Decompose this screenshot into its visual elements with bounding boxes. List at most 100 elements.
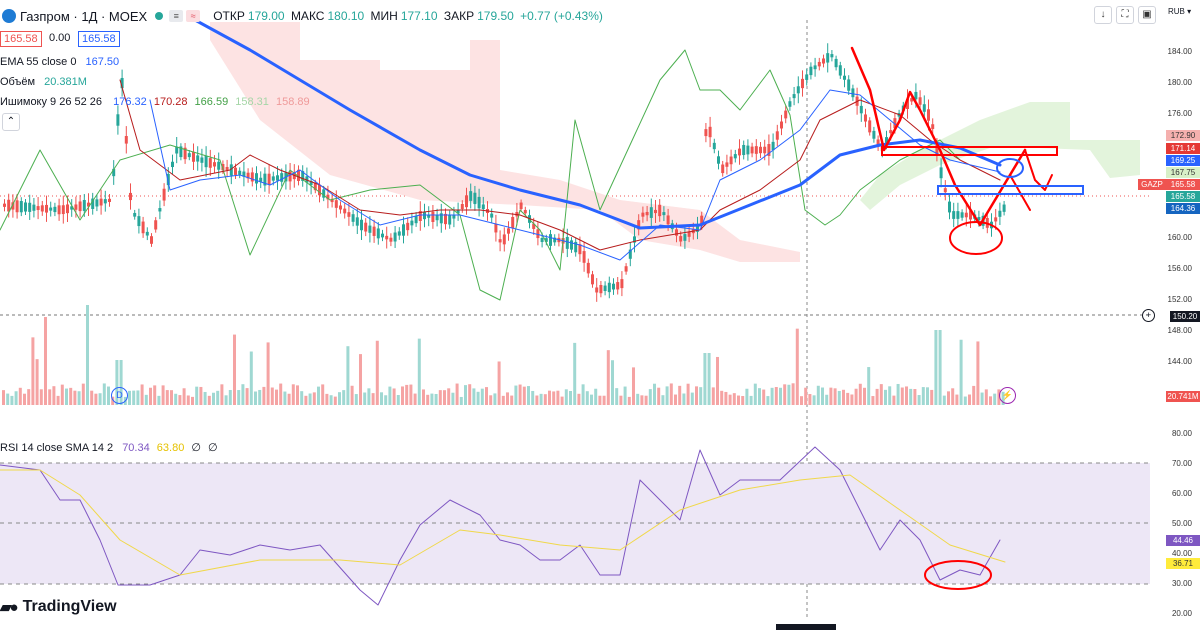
volume-bar [405, 384, 409, 405]
market-status-icon [155, 12, 164, 20]
candle-body [578, 244, 582, 255]
volume-bar [329, 395, 333, 405]
candle-body [708, 126, 712, 138]
candle-body [523, 209, 527, 214]
candle-body [435, 214, 439, 221]
volume-bar [926, 387, 929, 405]
rsi-tick: 50.00 [1171, 519, 1192, 528]
candle-body [120, 77, 124, 89]
volume-bar [976, 341, 980, 405]
candle-body [859, 105, 863, 114]
volume-bar [506, 392, 509, 405]
price-tag-kumo-b: 172.90 [1166, 130, 1200, 141]
volume-bar [233, 334, 236, 405]
volume-bar [577, 393, 581, 405]
volume-bar [909, 388, 913, 405]
candle-body [70, 206, 74, 210]
candle-body [662, 212, 666, 216]
volume-bar [392, 388, 396, 405]
volume-bar [783, 384, 787, 405]
collapse-legend-button[interactable]: ⌃ [2, 113, 20, 131]
tradingview-logo[interactable]: ▰● TradingView [0, 598, 117, 616]
volume-bar [905, 386, 908, 405]
candle-body [414, 215, 418, 224]
volume-bar [556, 390, 560, 405]
candle-body [595, 287, 599, 293]
add-alert-icon[interactable]: + [1142, 309, 1155, 322]
candle-body [427, 214, 431, 218]
volume-bar [157, 395, 161, 405]
volume-bar [270, 387, 274, 405]
candle-body [196, 155, 200, 162]
volume-legend[interactable]: Объём 20.381M [0, 75, 87, 89]
candle-body [507, 228, 510, 234]
candle-body [864, 114, 867, 122]
volume-bar [153, 385, 157, 405]
candle-body [607, 282, 611, 293]
candle-body [759, 146, 762, 154]
candle-body [700, 215, 704, 226]
ichimoku-tenkan [149, 89, 1001, 261]
candle-body [200, 157, 204, 163]
volume-bar [35, 359, 39, 405]
currency-selector[interactable]: RUB ▾ [1168, 7, 1192, 16]
volume-bar [258, 389, 262, 405]
candle-body [259, 177, 263, 182]
volume-bar [602, 395, 606, 405]
volume-bar [321, 384, 325, 405]
volume-bar [27, 389, 31, 405]
volume-bar [359, 354, 362, 405]
volume-bar [829, 387, 833, 405]
event-marker-icon[interactable]: ⚡ [999, 387, 1016, 404]
volume-bar [791, 383, 795, 405]
candle-body [137, 216, 141, 227]
volume-bar [18, 387, 22, 405]
symbol-title[interactable]: Газпром · 1Д · MOEX [20, 8, 148, 24]
volume-bar [825, 394, 829, 405]
download-icon[interactable]: ↓ [1094, 6, 1112, 24]
volume-bar [871, 396, 875, 405]
volume-bar [921, 387, 925, 405]
rsi-band [0, 463, 1150, 584]
volume-bar [644, 395, 648, 405]
candle-body [297, 169, 300, 181]
volume-bar [896, 383, 900, 405]
candle-body [616, 282, 620, 290]
candle-body [544, 238, 548, 242]
ema-legend[interactable]: EMA 55 close 0 167.50 [0, 55, 119, 69]
candle-body [141, 221, 145, 234]
flag-icon[interactable]: ≡ [169, 10, 184, 22]
volume-bar [543, 394, 547, 405]
candle-body [742, 144, 746, 156]
candle-body [813, 65, 817, 70]
candle-body [717, 156, 720, 164]
rsi-legend[interactable]: RSI 14 close SMA 14 2 70.34 63.80 ∅ ∅ [0, 441, 218, 455]
volume-bar [611, 360, 614, 405]
candle-body [234, 167, 237, 175]
fullscreen-icon[interactable]: ⛶ [1116, 6, 1134, 24]
price-tick: 184.00 [1167, 47, 1192, 56]
volume-bar [808, 394, 812, 405]
volume-bar [573, 342, 577, 405]
candle-body [477, 196, 481, 209]
candle-body [66, 204, 69, 214]
alert-icon[interactable]: ≈ [186, 10, 201, 22]
volume-bar [741, 396, 745, 405]
camera-icon[interactable]: ▣ [1138, 6, 1156, 24]
buy-button[interactable]: 165.58 [78, 31, 120, 47]
volume-bar [287, 393, 291, 405]
volume-bar [888, 386, 892, 405]
dividend-marker[interactable]: D [111, 387, 128, 404]
candle-body [465, 195, 468, 208]
candle-body [162, 188, 166, 201]
candle-body [431, 211, 435, 222]
candle-body [712, 142, 716, 150]
ema-label: EMA 55 close 0 [0, 56, 77, 68]
ichimoku-legend[interactable]: Ишимоку 9 26 52 26 176.32 170.28 166.59 … [0, 95, 310, 109]
sell-button[interactable]: 165.58 [0, 31, 42, 47]
volume-bar [913, 389, 917, 405]
candle-body [830, 54, 834, 58]
candle-body [574, 241, 578, 253]
candle-body [271, 176, 275, 181]
